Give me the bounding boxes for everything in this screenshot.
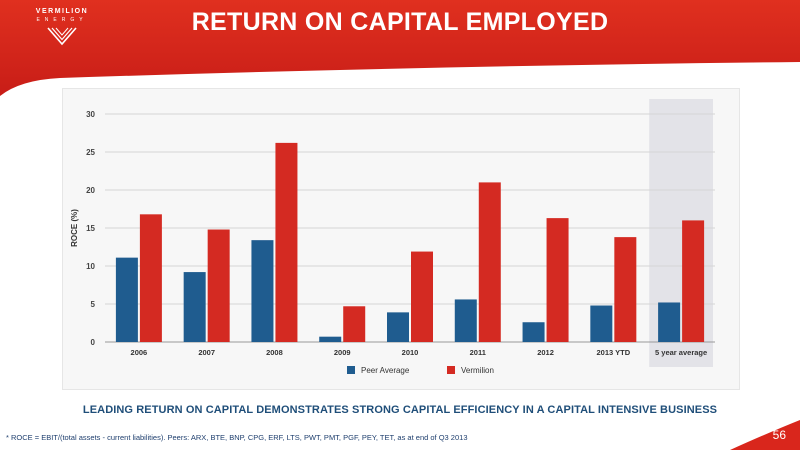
logo-subtitle: ENERGY (36, 17, 88, 23)
y-tick-label: 5 (91, 300, 96, 309)
bar-peer-average-5-year-average (658, 302, 681, 342)
x-tick-label: 2009 (334, 348, 351, 357)
roce-bar-chart: 0 5 10 15 20 25 30 ROCE (%) 2006 2007 2008 2009 2010… (70, 99, 715, 375)
bar-vermilion-2012 (546, 218, 569, 342)
legend-swatch-peer-average (347, 366, 355, 374)
x-tick-label: 2013 YTD (597, 348, 631, 357)
bar-peer-average-2007 (183, 272, 206, 342)
footnote: * ROCE = EBIT/(total assets - current li… (6, 433, 468, 442)
legend-label-vermilion: Vermilion (461, 366, 494, 375)
x-tick-label: 2010 (402, 348, 419, 357)
bar-peer-average-2010 (387, 312, 409, 342)
header-banner (0, 0, 800, 96)
bar-vermilion-2009 (343, 306, 366, 342)
logo-wordmark: VERMILION (35, 8, 89, 15)
y-tick-label: 15 (86, 224, 95, 233)
bar-vermilion-2008 (275, 142, 298, 342)
x-tick-label: 2007 (198, 348, 215, 357)
bar-vermilion-2007 (207, 229, 230, 342)
bar-vermilion-2010 (411, 251, 433, 342)
x-tick-label: 5 year average (655, 348, 707, 357)
y-axis-label: ROCE (%) (70, 209, 79, 247)
bar-vermilion-2013-ytd (614, 237, 637, 342)
bar-peer-average-2012 (522, 322, 545, 342)
legend-label-peer-average: Peer Average (361, 366, 410, 375)
bar-peer-average-2011 (454, 299, 477, 342)
x-tick-label: 2006 (131, 348, 148, 357)
bar-vermilion-2006 (139, 214, 162, 342)
x-tick-label: 2008 (266, 348, 283, 357)
chart-panel: 0 5 10 15 20 25 30 ROCE (%) 2006 2007 2008 2009 2010… (62, 88, 740, 390)
bar-peer-average-2013-ytd (590, 305, 613, 342)
bar-vermilion-5-year-average (682, 220, 705, 342)
bar-peer-average-2009 (319, 336, 342, 342)
legend-swatch-vermilion (447, 366, 455, 374)
bar-peer-average-2008 (251, 240, 274, 342)
page-title: RETURN ON CAPITAL EMPLOYED (191, 8, 609, 36)
y-tick-label: 30 (86, 110, 95, 119)
page-number: 56 (772, 428, 786, 442)
y-tick-label: 10 (86, 262, 95, 271)
y-tick-label: 25 (86, 148, 95, 157)
x-tick-label: 2011 (470, 348, 486, 357)
vermilion-chevron-logo-icon (47, 27, 77, 46)
x-tick-label: 2012 (537, 348, 554, 357)
y-tick-label: 20 (86, 186, 95, 195)
tagline: LEADING RETURN ON CAPITAL DEMONSTRATES S… (82, 404, 718, 416)
bar-peer-average-2006 (115, 257, 138, 342)
bar-vermilion-2011 (478, 182, 501, 342)
vermilion-logo: VERMILION ENERGY (22, 8, 102, 52)
footer-band (0, 398, 800, 450)
y-tick-label: 0 (91, 338, 96, 347)
